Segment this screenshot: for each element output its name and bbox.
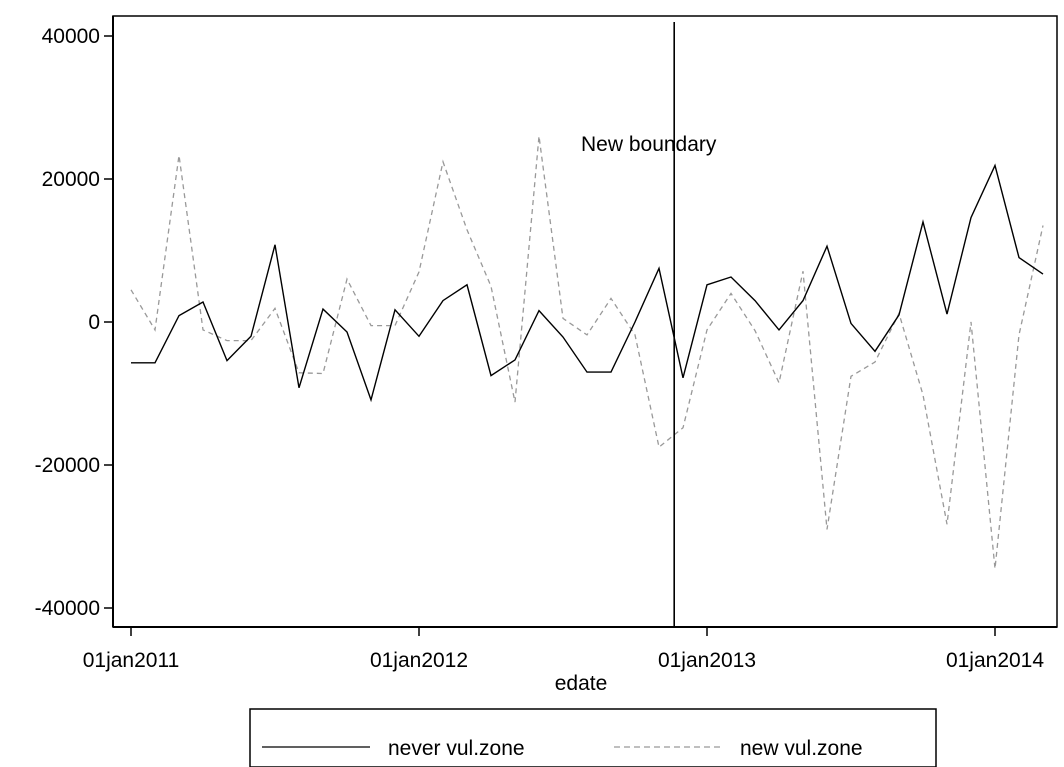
x-tick-label: 01jan2014 [946, 649, 1044, 672]
legend-label-new-vul-zone: new vul.zone [740, 737, 863, 760]
series-line-never-vul-zone [131, 163, 1044, 403]
series-line-new-vul-zone [130, 136, 1044, 569]
y-tick-label: 0 [88, 311, 100, 334]
y-tick-label: -40000 [35, 597, 100, 620]
x-axis-title: edate [555, 672, 608, 695]
x-tick-label: 01jan2011 [83, 649, 180, 672]
series-layer [130, 136, 1044, 569]
legend-box [249, 708, 937, 767]
y-axis-ticks: 40000 20000 0 -20000 -40000 [35, 25, 113, 620]
x-axis-ticks: 01jan2011 01jan2012 01jan2013 01jan2014 [83, 627, 1044, 672]
annotation-layer: New boundary [581, 22, 717, 627]
plot-area [112, 15, 1058, 628]
y-tick-label: 40000 [42, 25, 100, 48]
y-tick-label: 20000 [42, 168, 100, 191]
legend-label-never-vul-zone: never vul.zone [388, 737, 525, 760]
x-tick-label: 01jan2012 [370, 649, 468, 672]
y-tick-label: -20000 [35, 454, 100, 477]
legend: never vul.zone new vul.zone [249, 708, 937, 767]
boundary-annotation-label: New boundary [581, 133, 717, 156]
x-tick-label: 01jan2013 [658, 649, 756, 672]
